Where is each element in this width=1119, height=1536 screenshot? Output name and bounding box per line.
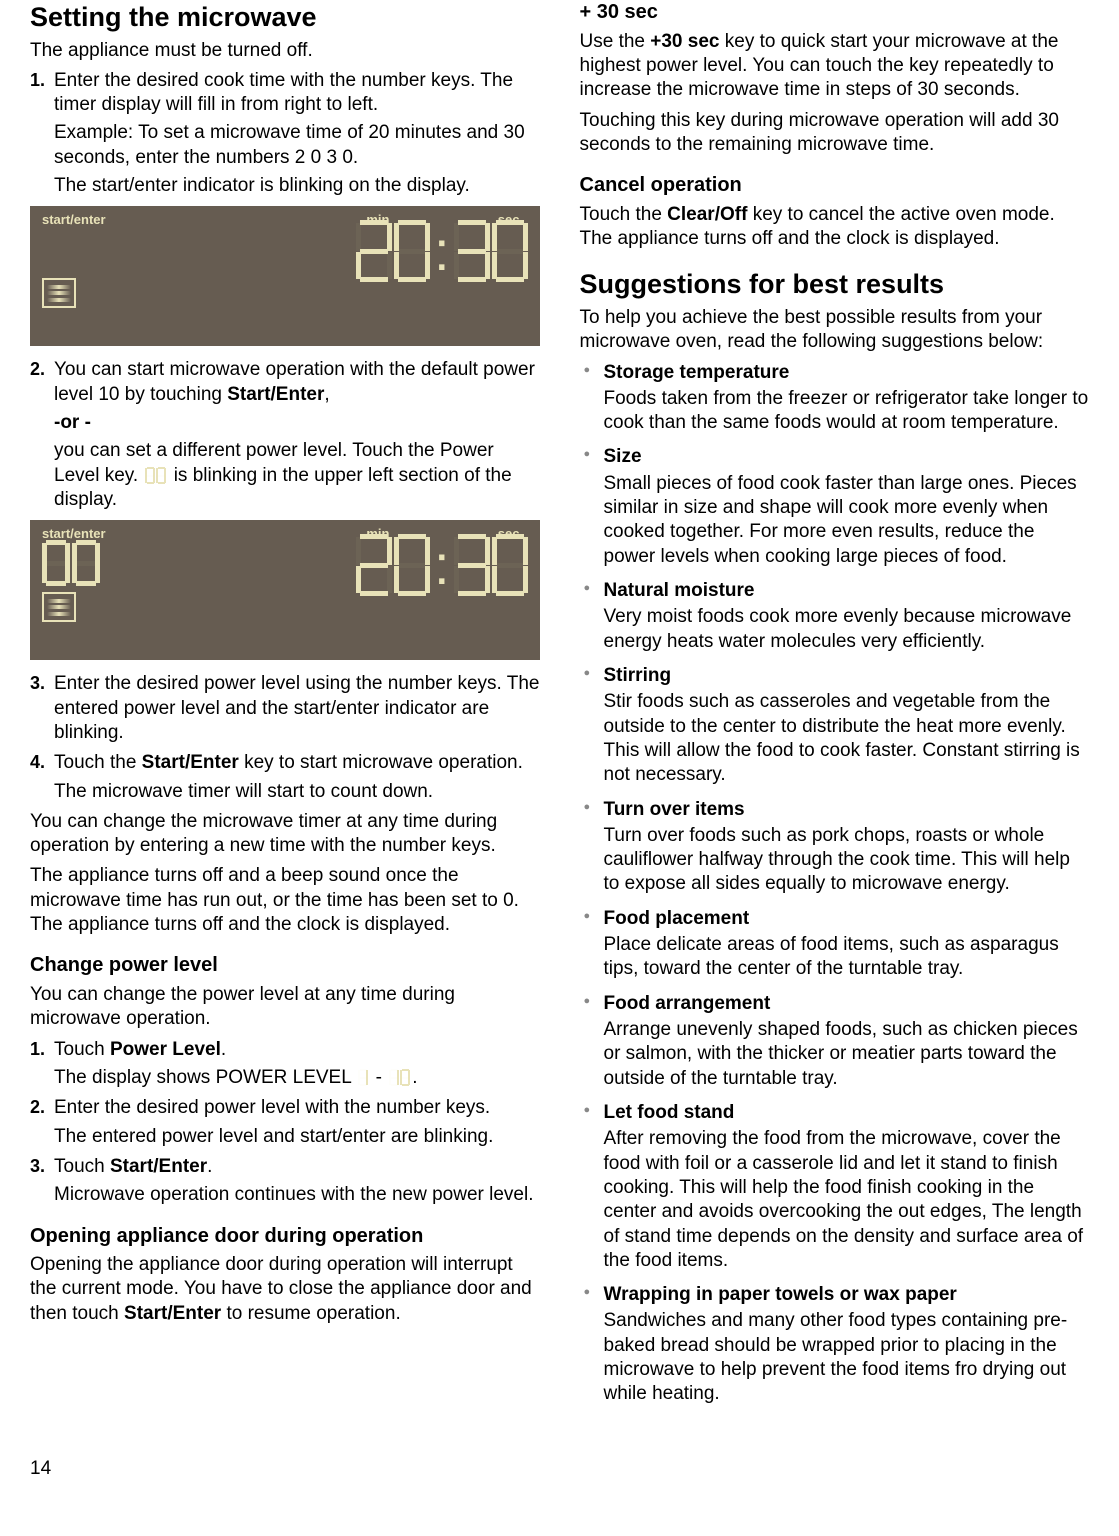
list-item: StirringStir foods such as casseroles an… — [580, 664, 1090, 788]
microwave-icon — [42, 278, 76, 308]
heading-suggestions: Suggestions for best results — [580, 267, 1090, 302]
steps-3: 3.Enter the desired power level using th… — [30, 672, 540, 804]
suggestions-list: Storage temperatureFoods taken from the … — [580, 361, 1090, 1407]
door-text: Opening the appliance door during operat… — [30, 1253, 540, 1326]
p30-1: Use the +30 sec key to quick start your … — [580, 30, 1090, 103]
display-panel-1: start/enterminsec: — [30, 206, 540, 346]
cpl-steps: 1.Touch Power Level.The display shows PO… — [30, 1038, 540, 1208]
cpl-intro: You can change the power level at any ti… — [30, 983, 540, 1032]
display-panel-2: start/enterminsec: — [30, 520, 540, 660]
list-item: Wrapping in paper towels or wax paperSan… — [580, 1283, 1090, 1407]
list-item: Natural moistureVery moist foods cook mo… — [580, 579, 1090, 654]
inline-1 — [358, 1069, 368, 1086]
heading-cancel: Cancel operation — [580, 173, 1090, 199]
heading-door: Opening appliance door during operation — [30, 1224, 540, 1250]
list-item: Food placementPlace delicate areas of fo… — [580, 907, 1090, 982]
after-step-p2: The appliance turns off and a beep sound… — [30, 864, 540, 937]
list-item: Turn over itemsTurn over foods such as p… — [580, 798, 1090, 897]
inline-00 — [145, 467, 166, 484]
list-item: SizeSmall pieces of food cook faster tha… — [580, 445, 1090, 569]
page-number: 14 — [30, 1457, 1089, 1481]
intro-text: The appliance must be turned off. — [30, 39, 540, 63]
steps-1: 1.Enter the desired cook time with the n… — [30, 69, 540, 199]
after-step-p1: You can change the microwave timer at an… — [30, 810, 540, 859]
cancel-text: Touch the Clear/Off key to cancel the ac… — [580, 203, 1090, 252]
left-column: Setting the microwave The appliance must… — [30, 0, 540, 1417]
heading-setting-microwave: Setting the microwave — [30, 0, 540, 35]
heading-change-power: Change power level — [30, 953, 540, 979]
right-column: + 30 sec Use the +30 sec key to quick st… — [580, 0, 1090, 1417]
list-item: Storage temperatureFoods taken from the … — [580, 361, 1090, 436]
list-item: Let food standAfter removing the food fr… — [580, 1101, 1090, 1273]
heading-30sec: + 30 sec — [580, 0, 1090, 26]
p30-2: Touching this key during microwave opera… — [580, 109, 1090, 158]
microwave-icon — [42, 592, 76, 622]
list-item: Food arrangementArrange unevenly shaped … — [580, 992, 1090, 1091]
sug-intro: To help you achieve the best possible re… — [580, 306, 1090, 355]
steps-2: 2.You can start microwave operation with… — [30, 358, 540, 512]
inline-10 — [389, 1069, 410, 1086]
